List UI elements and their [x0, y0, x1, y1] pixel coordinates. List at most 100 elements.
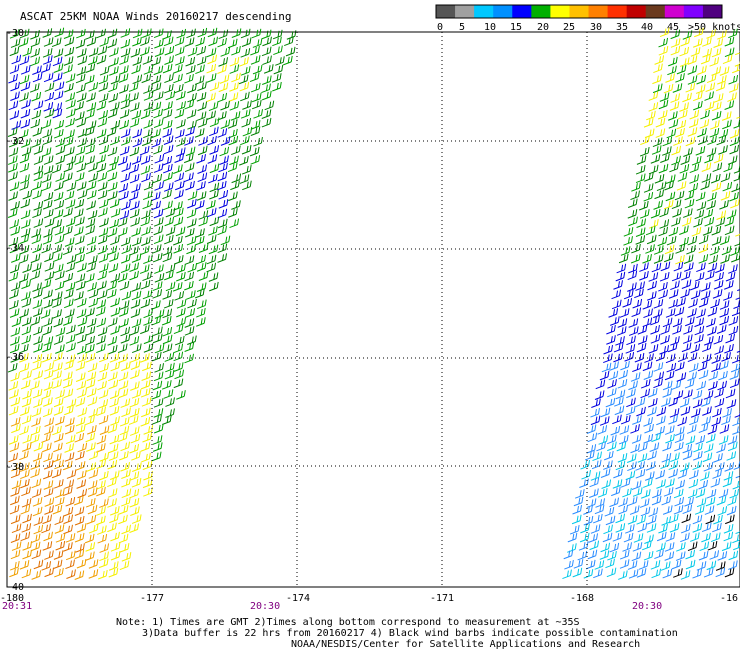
wind-barb [693, 100, 703, 111]
wind-barb [74, 101, 84, 111]
wind-barb [209, 182, 220, 193]
wind-barb [118, 432, 128, 443]
wind-barb [630, 372, 641, 382]
wind-barb [55, 389, 65, 400]
wind-barb [30, 48, 40, 58]
wind-barb [176, 271, 186, 282]
wind-barb [75, 543, 85, 553]
wind-barb [162, 189, 172, 200]
wind-barb [175, 226, 186, 237]
wind-barb [19, 92, 29, 102]
wind-barb [20, 119, 31, 129]
wind-barb [673, 261, 684, 272]
wind-barb [195, 36, 206, 47]
wind-barb [659, 27, 670, 38]
wind-barb [676, 297, 686, 307]
wind-barb [120, 263, 131, 274]
wind-barb [218, 199, 229, 209]
wind-barb [665, 532, 676, 542]
wind-barb [668, 397, 679, 407]
wind-barb [55, 415, 65, 426]
wind-barb [10, 263, 20, 274]
wind-barb [142, 432, 152, 443]
wind-barb [33, 201, 44, 211]
wind-barb [9, 64, 20, 74]
wind-barb [129, 497, 140, 508]
wind-barb [176, 90, 186, 101]
wind-barb [41, 119, 52, 129]
wind-barb [76, 83, 86, 94]
wind-barb [635, 164, 646, 175]
wind-barb [716, 443, 726, 454]
wind-barb [163, 144, 174, 155]
wind-barb [595, 498, 606, 508]
wind-barb [684, 190, 695, 201]
wind-barb [164, 55, 174, 65]
wind-barb [719, 424, 730, 434]
wind-barb [219, 74, 230, 84]
wind-barb [231, 145, 241, 156]
wind-barb [651, 568, 662, 579]
wind-barb [44, 262, 55, 272]
wind-barb [20, 174, 30, 184]
wind-barb [77, 128, 88, 138]
wind-barb [88, 172, 99, 183]
wind-barb [196, 55, 207, 66]
wind-barb [583, 569, 594, 579]
lon-label-174: -174 [286, 593, 310, 604]
wind-barb [8, 100, 19, 111]
wind-barb [724, 36, 735, 47]
legend-tick-label: 20 [537, 22, 549, 33]
legend-swatch [645, 5, 666, 18]
wind-barb [120, 93, 131, 103]
wind-barb [250, 126, 261, 136]
wind-barb [194, 200, 205, 210]
wind-barb [207, 54, 218, 65]
wind-barb [677, 109, 688, 120]
wind-barb [75, 235, 85, 245]
wind-barb [143, 254, 153, 265]
wind-barb [671, 217, 681, 227]
wind-barb [30, 533, 41, 544]
wind-barb [708, 380, 718, 391]
wind-barb [683, 389, 693, 399]
wind-barb [7, 208, 18, 218]
wind-barb [640, 506, 651, 517]
wind-barb [645, 244, 655, 254]
wind-barb [10, 327, 21, 337]
wind-barb [239, 156, 249, 166]
wind-barb [713, 280, 724, 290]
wind-barb [117, 343, 128, 354]
wind-barb [142, 289, 153, 300]
wind-barb [586, 424, 597, 434]
wind-barb [184, 318, 195, 328]
wind-barb [208, 101, 219, 112]
wind-barb [658, 226, 669, 237]
wind-barb [42, 235, 53, 245]
wind-barb [120, 326, 131, 337]
wind-barb [8, 137, 19, 148]
wind-barb [648, 91, 659, 101]
wind-barb [153, 144, 163, 155]
wind-barb [635, 468, 646, 479]
wind-barb [97, 181, 108, 192]
wind-barb [650, 334, 661, 344]
legend-unit-label: >50 knots [688, 22, 740, 33]
wind-barb [74, 432, 85, 443]
wind-barb [650, 560, 661, 570]
wind-barb [162, 327, 173, 337]
wind-barb [121, 162, 132, 172]
wind-barb [98, 263, 109, 273]
wind-barb [574, 489, 585, 499]
wind-barb [110, 297, 120, 308]
wind-barb [55, 344, 65, 354]
wind-barb [109, 156, 119, 166]
wind-barb [660, 153, 670, 163]
wind-barb [273, 45, 283, 56]
wind-barb [715, 263, 725, 274]
wind-barb [722, 408, 732, 418]
wind-barb [43, 72, 54, 83]
wind-barb [216, 180, 227, 191]
wind-barb [712, 407, 722, 418]
wind-barb [75, 39, 86, 49]
